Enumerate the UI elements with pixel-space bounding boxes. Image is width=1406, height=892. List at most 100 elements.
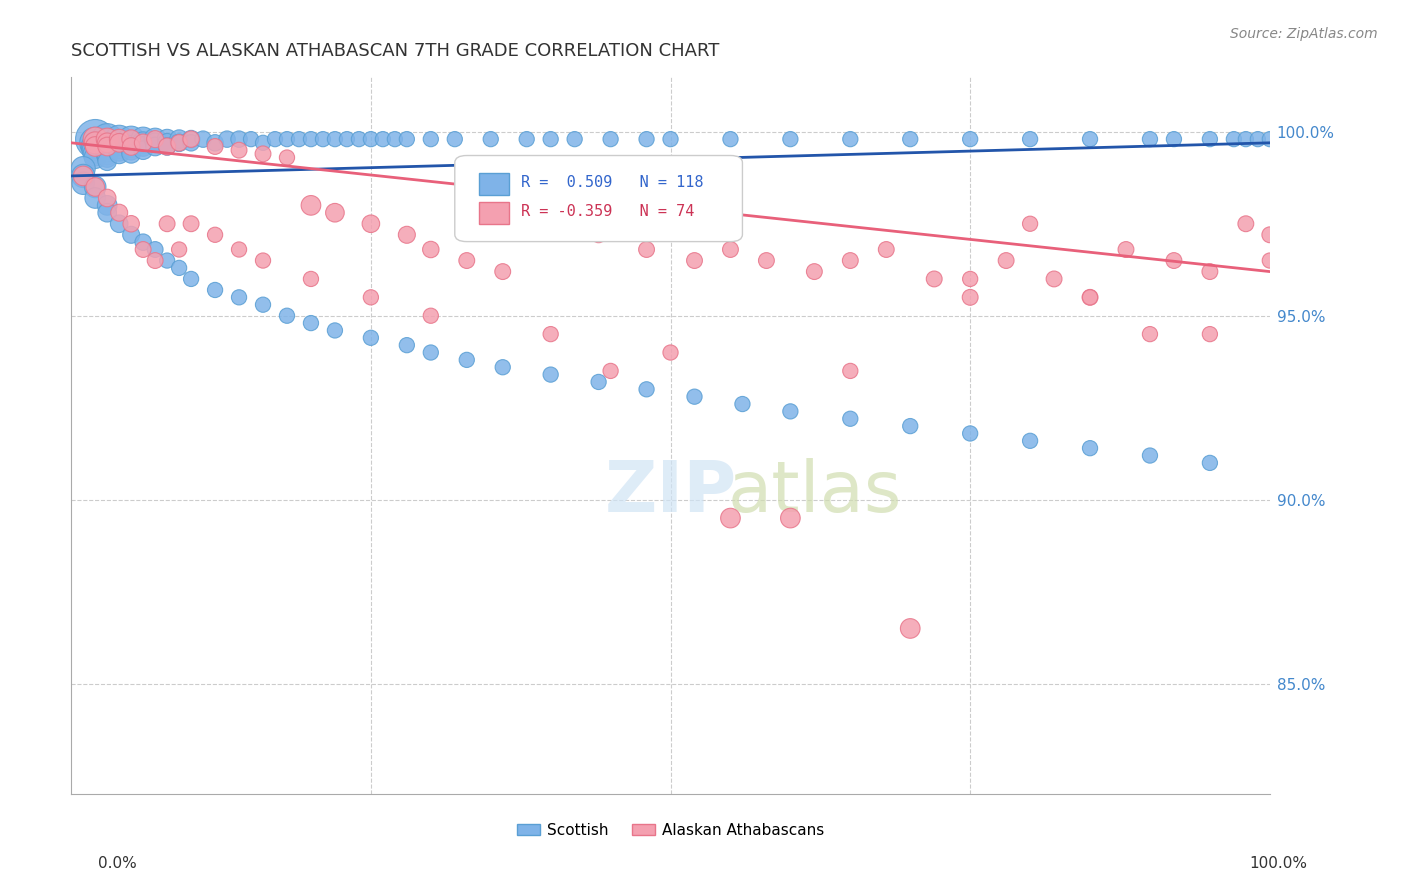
Point — [336, 132, 359, 146]
Point — [419, 243, 441, 257]
Point — [360, 217, 382, 231]
Point — [84, 151, 107, 165]
Point — [252, 253, 274, 268]
Point — [228, 143, 250, 157]
Point — [204, 283, 226, 297]
Point — [156, 253, 179, 268]
Point — [72, 169, 94, 183]
Point — [156, 139, 179, 153]
Point — [898, 622, 921, 636]
Point — [276, 309, 298, 323]
Point — [323, 205, 346, 219]
Point — [839, 364, 862, 378]
Point — [84, 180, 107, 194]
Point — [143, 136, 166, 150]
Point — [264, 132, 287, 146]
Point — [779, 404, 801, 418]
Point — [276, 132, 298, 146]
Bar — [479, 173, 509, 195]
Point — [395, 338, 418, 352]
Point — [204, 136, 226, 150]
Point — [1019, 132, 1042, 146]
Point — [167, 136, 190, 150]
Point — [84, 132, 107, 146]
Point — [1234, 217, 1257, 231]
Point — [360, 290, 382, 304]
Point — [276, 151, 298, 165]
Point — [132, 243, 155, 257]
Point — [204, 227, 226, 242]
FancyBboxPatch shape — [454, 155, 742, 242]
Point — [72, 176, 94, 190]
Point — [1247, 132, 1270, 146]
Point — [299, 316, 322, 330]
Point — [156, 217, 179, 231]
Point — [299, 198, 322, 212]
Point — [120, 136, 142, 150]
Point — [683, 253, 706, 268]
Point — [84, 136, 107, 150]
Point — [84, 139, 107, 153]
Point — [1019, 217, 1042, 231]
Point — [898, 132, 921, 146]
Point — [959, 272, 981, 286]
Point — [108, 132, 131, 146]
Point — [636, 382, 658, 396]
Text: Source: ZipAtlas.com: Source: ZipAtlas.com — [1230, 27, 1378, 41]
Point — [108, 132, 131, 146]
Point — [252, 146, 274, 161]
Point — [995, 253, 1018, 268]
Text: SCOTTISH VS ALASKAN ATHABASCAN 7TH GRADE CORRELATION CHART: SCOTTISH VS ALASKAN ATHABASCAN 7TH GRADE… — [72, 42, 720, 60]
Point — [492, 360, 515, 375]
Point — [479, 132, 502, 146]
Point — [922, 272, 945, 286]
Point — [959, 426, 981, 441]
Point — [803, 264, 825, 278]
Point — [96, 191, 118, 205]
Point — [120, 227, 142, 242]
Point — [395, 227, 418, 242]
Point — [360, 331, 382, 345]
Point — [84, 139, 107, 153]
Point — [599, 364, 621, 378]
Point — [108, 217, 131, 231]
Point — [1199, 456, 1222, 470]
Point — [959, 290, 981, 304]
Point — [1163, 253, 1185, 268]
Text: R = -0.359   N = 74: R = -0.359 N = 74 — [520, 204, 695, 219]
Point — [419, 132, 441, 146]
Point — [108, 136, 131, 150]
Point — [720, 243, 742, 257]
Point — [84, 191, 107, 205]
Text: atlas: atlas — [727, 458, 901, 527]
Point — [180, 272, 202, 286]
Point — [96, 132, 118, 146]
Point — [299, 272, 322, 286]
Point — [323, 132, 346, 146]
Point — [540, 368, 562, 382]
Point — [1078, 132, 1101, 146]
Point — [731, 397, 754, 411]
Point — [659, 345, 682, 359]
Point — [516, 132, 538, 146]
Point — [839, 253, 862, 268]
Bar — [479, 202, 509, 224]
Point — [96, 205, 118, 219]
Point — [323, 323, 346, 337]
Point — [1115, 243, 1137, 257]
Text: 0.0%: 0.0% — [98, 856, 138, 871]
Point — [120, 132, 142, 146]
Point — [180, 132, 202, 146]
Point — [96, 139, 118, 153]
Point — [1199, 264, 1222, 278]
Point — [492, 264, 515, 278]
Text: R =  0.509   N = 118: R = 0.509 N = 118 — [520, 175, 703, 190]
Point — [540, 327, 562, 342]
Point — [720, 511, 742, 525]
Point — [72, 161, 94, 176]
Point — [564, 132, 586, 146]
Point — [143, 253, 166, 268]
Point — [875, 243, 897, 257]
Point — [132, 235, 155, 249]
Point — [120, 143, 142, 157]
